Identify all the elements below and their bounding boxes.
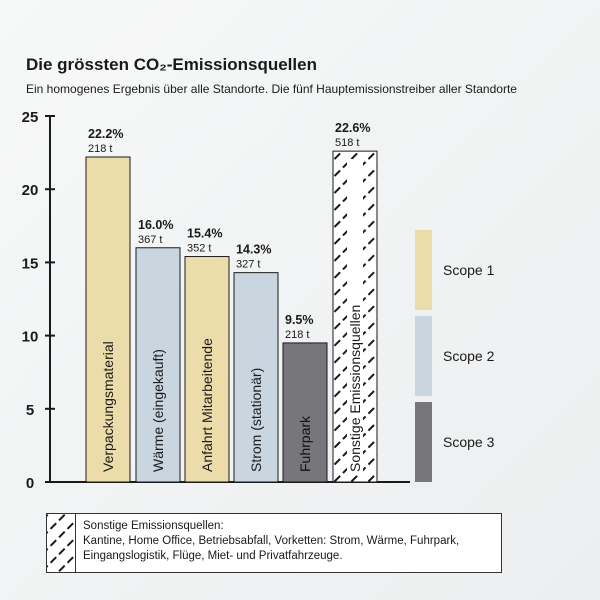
y-tick-label: 20 — [22, 182, 39, 199]
bar-category-label: Anfahrt Mitarbeitende — [199, 338, 215, 472]
bar-tonnes-label: 218 t — [285, 329, 309, 341]
bar — [233, 272, 279, 483]
bar — [282, 342, 328, 483]
y-tick-label: 25 — [22, 109, 39, 126]
legend-label-scope2: Scope 2 — [443, 348, 495, 364]
chart-title: Die grössten CO₂-Emissionsquellen — [26, 55, 317, 74]
footnote-body: Kantine, Home Office, Betriebsabfall, Vo… — [83, 535, 460, 562]
bar-category-label: Wärme (eingekauft) — [150, 349, 166, 472]
bar-tonnes-label: 327 t — [236, 259, 260, 271]
bar-percent-label: 22.2% — [88, 127, 123, 141]
footnote-box: Sonstige Emissionsquellen: Kantine, Home… — [46, 513, 502, 573]
y-tick-label: 0 — [26, 475, 34, 492]
bar-category-label: Verpackungsmaterial — [100, 341, 116, 472]
scope-legend: Scope 1 Scope 2 Scope 3 — [415, 230, 495, 482]
bar-tonnes-label: 367 t — [138, 234, 162, 246]
legend-swatch-scope2 — [415, 316, 432, 396]
hatch-swatch-icon — [47, 514, 76, 572]
bar-label-backdrop — [347, 159, 363, 475]
legend-label-scope1: Scope 1 — [443, 262, 495, 278]
legend-swatch-scope1 — [415, 230, 432, 310]
bar-percent-label: 14.3% — [236, 243, 271, 257]
footnote-text: Sonstige Emissionsquellen: Kantine, Home… — [83, 519, 499, 564]
y-tick-label: 15 — [22, 255, 39, 272]
chart-subtitle: Ein homogenes Ergebnis über alle Standor… — [26, 82, 517, 96]
footnote-heading: Sonstige Emissionsquellen: — [83, 520, 224, 532]
bar-tonnes-label: 518 t — [335, 137, 359, 149]
y-tick-label: 5 — [26, 402, 34, 419]
legend-label-scope3: Scope 3 — [443, 434, 495, 450]
bar-tonnes-label: 218 t — [88, 143, 112, 155]
bar-percent-label: 16.0% — [138, 218, 173, 232]
bar-percent-label: 15.4% — [187, 227, 222, 241]
bars: 22.2% 218 t Verpackungsmaterial 16.0% 367 t W… — [85, 121, 378, 483]
bar-tonnes-label: 352 t — [187, 243, 211, 255]
y-tick-label: 10 — [22, 329, 39, 346]
bar — [85, 156, 131, 483]
bar-percent-label: 9.5% — [285, 313, 314, 327]
bar-category-label: Strom (stationär) — [248, 368, 264, 472]
bar-category-label: Fuhrpark — [297, 415, 313, 472]
legend-swatch-scope3 — [415, 402, 432, 482]
bar-percent-label: 22.6% — [335, 121, 370, 135]
bar-category-label: Sonstige Emissionsquellen — [347, 305, 363, 472]
bar — [184, 256, 230, 483]
bar — [135, 247, 181, 483]
